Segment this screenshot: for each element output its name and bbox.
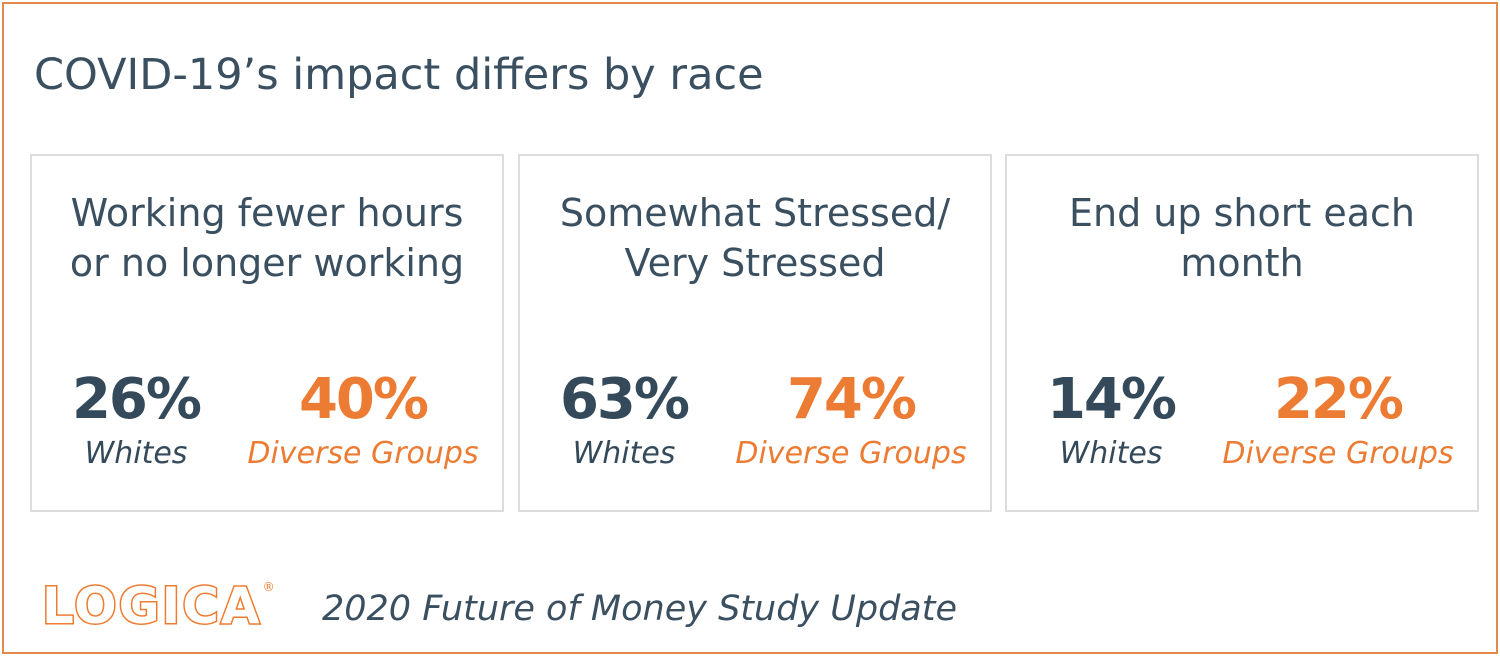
stat-card-end-up-short: End up short each month 14% Whites 22% D… xyxy=(1005,154,1479,512)
logica-logo: LOGICA ® xyxy=(41,577,275,636)
stat-value-diverse-groups: 74% xyxy=(786,367,917,432)
stat-whites: 63% Whites xyxy=(544,368,704,474)
stat-whites: 26% Whites xyxy=(56,368,216,474)
page-title: COVID-19’s impact differs by race xyxy=(34,50,764,100)
stat-card-working-hours: Working fewer hours or no longer working… xyxy=(30,154,504,512)
stat-diverse-groups: 22% Diverse Groups xyxy=(1203,368,1473,474)
stat-diverse-groups: 40% Diverse Groups xyxy=(228,368,498,474)
stat-label-diverse-groups: Diverse Groups xyxy=(735,436,967,471)
stat-value-whites: 14% xyxy=(1046,367,1177,432)
stat-value-whites: 63% xyxy=(559,367,690,432)
card-heading: End up short each month xyxy=(1069,191,1415,285)
stat-diverse-groups: 74% Diverse Groups xyxy=(716,368,986,474)
stat-value-diverse-groups: 40% xyxy=(298,367,429,432)
card-heading: Working fewer hours or no longer working xyxy=(69,191,465,285)
stat-value-diverse-groups: 22% xyxy=(1273,367,1404,432)
study-caption: 2020 Future of Money Study Update xyxy=(322,589,958,629)
stat-label-whites: Whites xyxy=(84,436,188,471)
logo-text: LOGICA xyxy=(41,577,262,636)
stat-label-whites: Whites xyxy=(572,436,676,471)
stat-whites: 14% Whites xyxy=(1031,368,1191,474)
stat-label-diverse-groups: Diverse Groups xyxy=(247,436,479,471)
stat-card-stressed: Somewhat Stressed/ Very Stressed 63% Whi… xyxy=(518,154,992,512)
card-heading: Somewhat Stressed/ Very Stressed xyxy=(559,191,951,285)
registered-mark-icon: ® xyxy=(262,580,275,594)
stat-label-whites: Whites xyxy=(1059,436,1163,471)
stat-label-diverse-groups: Diverse Groups xyxy=(1222,436,1454,471)
stat-value-whites: 26% xyxy=(71,367,202,432)
